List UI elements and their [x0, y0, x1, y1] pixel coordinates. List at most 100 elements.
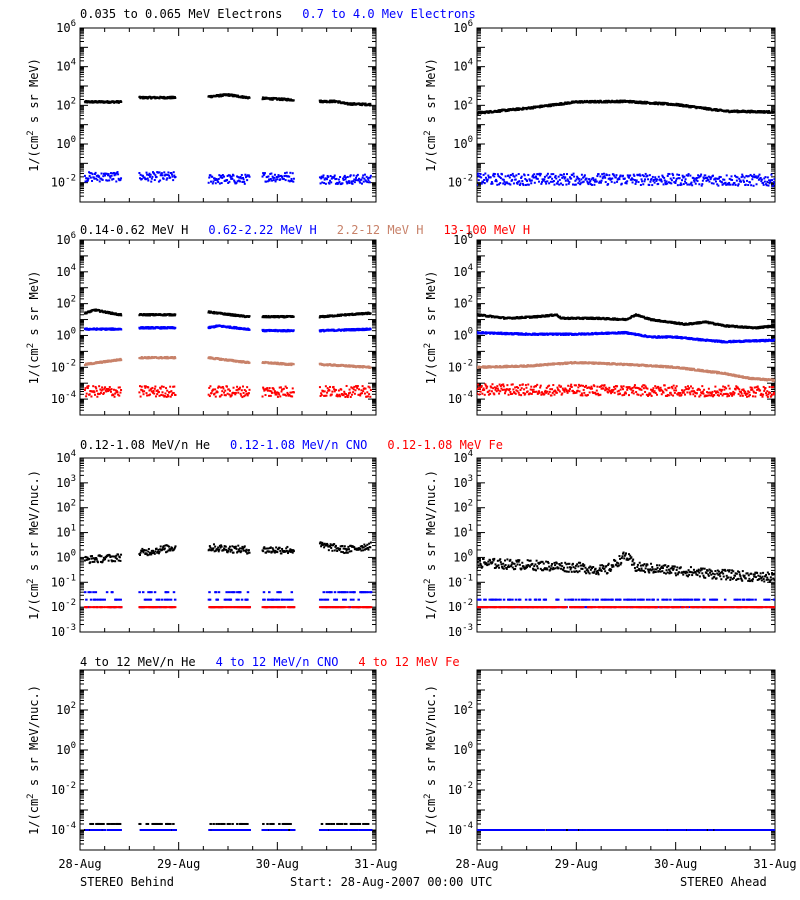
data-point: [262, 172, 265, 175]
data-point: [359, 392, 362, 395]
data-point: [545, 182, 548, 185]
data-point: [595, 180, 598, 183]
data-point: [359, 181, 362, 184]
data-point: [737, 183, 740, 186]
data-point: [242, 178, 245, 181]
data-point: [329, 385, 332, 388]
data-point: [269, 172, 272, 175]
data-point: [237, 94, 240, 97]
data-point: [263, 172, 266, 175]
y-axis-label: 1/(cm2 s sr MeV): [423, 58, 438, 172]
data-point: [564, 179, 567, 182]
data-point: [292, 177, 295, 180]
data-point: [242, 391, 245, 394]
data-point: [233, 94, 236, 97]
data-point: [114, 173, 117, 176]
data-point: [353, 181, 356, 184]
data-point: [539, 104, 542, 107]
data-point: [219, 176, 222, 179]
data-point: [721, 183, 724, 186]
data-point: [261, 175, 264, 178]
data-layer: [83, 308, 372, 399]
data-point: [751, 175, 754, 178]
data-point: [352, 391, 355, 394]
data-point: [538, 172, 541, 175]
data-point: [354, 365, 357, 368]
data-point: [366, 177, 369, 180]
data-point: [283, 174, 286, 177]
data-point: [343, 101, 346, 104]
data-point: [705, 108, 708, 111]
data-point: [769, 179, 772, 182]
data-point: [477, 183, 478, 186]
data-point: [223, 175, 226, 178]
data-point: [282, 177, 285, 180]
data-point: [208, 386, 211, 389]
data-point: [692, 177, 695, 180]
data-point: [350, 393, 353, 396]
data-point: [712, 182, 715, 185]
data-point: [765, 184, 768, 187]
data-point: [321, 176, 324, 179]
data-point: [535, 175, 538, 178]
data-point: [659, 179, 662, 182]
y-tick-label: 102: [56, 295, 76, 311]
data-point: [741, 175, 744, 178]
data-point: [358, 180, 361, 183]
y-axis-label: 1/(cm2 s sr MeV): [26, 271, 41, 385]
data-point: [343, 390, 346, 393]
data-point: [686, 183, 689, 186]
data-point: [758, 173, 761, 176]
data-point: [273, 391, 276, 394]
data-point: [120, 328, 123, 331]
data-point: [240, 389, 243, 392]
data-point: [549, 180, 552, 183]
data-point: [246, 179, 249, 182]
data-point: [239, 180, 242, 183]
data-point: [536, 177, 539, 180]
data-point: [332, 385, 335, 388]
data-point: [632, 178, 635, 181]
data-point: [149, 175, 152, 178]
data-point: [150, 387, 153, 390]
data-point: [568, 176, 571, 179]
data-point: [117, 393, 120, 396]
data-point: [572, 172, 575, 175]
data-point: [106, 179, 109, 182]
data-layer: [477, 99, 775, 188]
data-point: [722, 178, 725, 181]
data-point: [584, 178, 587, 181]
data-point: [369, 102, 372, 105]
data-point: [243, 395, 246, 398]
data-point: [762, 111, 765, 114]
data-point: [228, 393, 231, 396]
data-point: [318, 316, 321, 319]
data-point: [165, 387, 168, 390]
data-point: [694, 182, 697, 185]
data-point: [518, 183, 521, 186]
data-point: [560, 182, 563, 185]
data-point: [87, 177, 90, 180]
data-point: [602, 175, 605, 178]
data-point: [240, 394, 243, 397]
data-point: [109, 311, 112, 314]
data-point: [550, 313, 553, 316]
data-point: [722, 182, 725, 185]
data-point: [104, 172, 107, 175]
data-point: [619, 175, 622, 178]
data-point: [104, 386, 107, 389]
data-point: [162, 385, 165, 388]
data-point: [338, 181, 341, 184]
data-point: [109, 172, 112, 175]
data-point: [515, 108, 518, 111]
data-point: [95, 389, 98, 392]
data-point: [707, 175, 710, 178]
data-point: [504, 175, 507, 178]
data-point: [679, 184, 682, 187]
data-point: [736, 176, 739, 179]
data-point: [369, 174, 372, 177]
data-point: [554, 176, 557, 179]
data-point: [691, 184, 694, 187]
data-point: [616, 180, 619, 183]
data-point: [551, 180, 554, 183]
